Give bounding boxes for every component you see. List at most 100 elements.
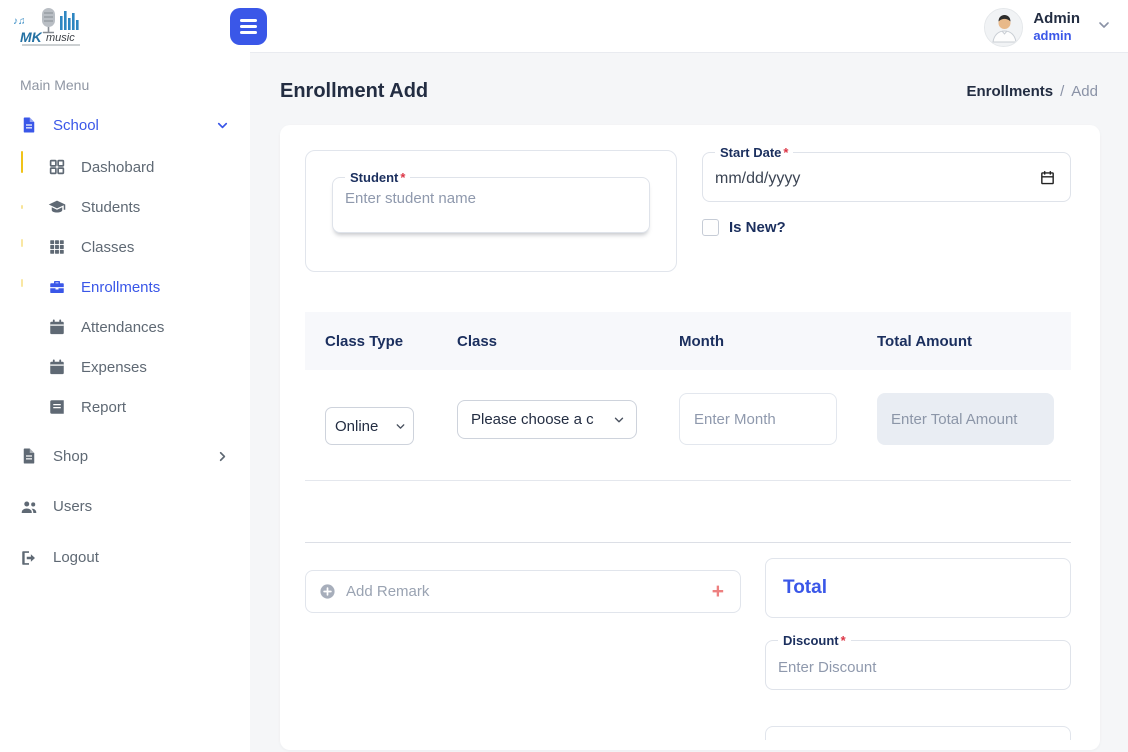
- grid-icon: [48, 158, 66, 176]
- sidebar-item-report[interactable]: Report: [0, 387, 250, 427]
- class-type-select[interactable]: Online: [325, 407, 414, 445]
- sidebar-toggle-button[interactable]: [230, 8, 267, 45]
- breadcrumb-parent[interactable]: Enrollments: [966, 83, 1054, 100]
- sidebar-item-label: Students: [81, 198, 141, 216]
- required-asterisk: *: [840, 633, 846, 648]
- table-row: Online Please choose a c: [305, 393, 1071, 447]
- calendar-icon: [48, 318, 66, 336]
- total-amount-field: [877, 393, 1054, 445]
- accent-mark: [21, 239, 23, 247]
- table-header-row: Class Type Class Month Total Amount: [305, 312, 1071, 370]
- chevron-down-icon: [1096, 17, 1112, 38]
- graduation-cap-icon: [48, 198, 66, 216]
- discount-field: Discount *: [765, 632, 1071, 690]
- total-amount-input: [891, 410, 1040, 428]
- circle-plus-icon: [319, 583, 336, 600]
- student-field: Student *: [332, 169, 650, 233]
- user-role: admin: [1033, 28, 1072, 44]
- book-icon: [48, 398, 66, 416]
- column-header-total-amount: Total Amount: [877, 332, 972, 350]
- sidebar-item-users[interactable]: Users: [0, 481, 250, 532]
- column-header-class: Class: [457, 332, 498, 350]
- sidebar: Main Menu School Dashobard Students Clas…: [0, 53, 250, 752]
- main-content: Enrollment Add Enrollments / Add Student…: [250, 53, 1128, 752]
- sidebar-item-label: Enrollments: [81, 278, 161, 296]
- required-asterisk: *: [783, 145, 789, 160]
- breadcrumb-separator: /: [1060, 83, 1065, 100]
- next-field-partial: [765, 726, 1071, 740]
- start-date-field[interactable]: Start Date * mm/dd/yyyy: [702, 144, 1071, 202]
- add-remark-plus-button[interactable]: +: [711, 580, 724, 603]
- class-select[interactable]: Please choose a c: [457, 400, 637, 439]
- accent-mark: [21, 205, 23, 209]
- topbar: ♪♫ MK music Admin: [0, 0, 1128, 53]
- breadcrumb-current: Add: [1071, 83, 1098, 100]
- sidebar-item-label: Report: [81, 398, 127, 416]
- add-remark-field[interactable]: Add Remark +: [305, 570, 741, 613]
- file-invoice-icon: [20, 447, 38, 465]
- is-new-option[interactable]: Is New?: [702, 219, 786, 236]
- chevron-down-icon: [612, 413, 626, 427]
- sidebar-item-label: Attendances: [81, 318, 165, 336]
- sidebar-item-attendances[interactable]: Attendances: [0, 307, 250, 347]
- column-header-class-type: Class Type: [325, 332, 404, 350]
- required-asterisk: *: [400, 170, 406, 185]
- accent-mark: [21, 151, 23, 173]
- sidebar-item-logout[interactable]: Logout: [0, 532, 250, 583]
- total-summary-box: Total: [765, 558, 1071, 618]
- sidebar-item-dashboard[interactable]: Dashobard: [0, 147, 250, 187]
- month-input[interactable]: [694, 410, 822, 428]
- breadcrumb: Enrollments / Add: [966, 83, 1098, 100]
- sidebar-item-label: Shop: [53, 447, 89, 465]
- user-name: Admin: [1033, 9, 1080, 27]
- is-new-checkbox[interactable]: [702, 219, 719, 236]
- start-date-value: mm/dd/yyyy: [715, 170, 801, 187]
- student-section: Student *: [305, 150, 677, 272]
- add-remark-placeholder: Add Remark: [346, 583, 430, 600]
- chevron-right-icon: [215, 449, 230, 464]
- discount-label: Discount *: [778, 632, 851, 649]
- svg-text:♪♫: ♪♫: [13, 16, 26, 27]
- music-logo-icon: ♪♫ MK music: [13, 8, 80, 46]
- sidebar-item-expenses[interactable]: Expenses: [0, 347, 250, 387]
- sidebar-item-label: Logout: [53, 549, 99, 566]
- sidebar-item-classes[interactable]: Classes: [0, 227, 250, 267]
- total-label: Total: [783, 577, 827, 598]
- enrollment-form-card: Student* Start Date* mm/dd/yyyy Is New? …: [280, 125, 1100, 750]
- logout-icon: [20, 549, 38, 567]
- users-icon: [20, 498, 38, 516]
- class-selected-value: Please choose a c: [471, 411, 594, 428]
- sidebar-section-label: Main Menu: [20, 77, 90, 93]
- accent-mark: [21, 279, 23, 287]
- sidebar-item-label: Expenses: [81, 358, 147, 376]
- chevron-down-icon: [215, 118, 230, 133]
- app-logo[interactable]: ♪♫ MK music: [12, 4, 92, 50]
- user-menu[interactable]: Admin admin: [984, 6, 1112, 48]
- file-invoice-icon: [20, 116, 38, 134]
- sidebar-item-label: Users: [53, 498, 93, 515]
- sidebar-item-school[interactable]: School: [0, 103, 250, 147]
- chevron-down-icon: [394, 420, 407, 433]
- sidebar-item-label: Dashobard: [81, 158, 155, 176]
- column-header-month: Month: [679, 332, 724, 350]
- row-divider: [305, 480, 1071, 481]
- sidebar-item-label: Classes: [81, 238, 135, 256]
- calendar-picker-icon[interactable]: [1039, 169, 1056, 186]
- start-date-label: Start Date *: [715, 144, 794, 161]
- table-bottom-divider: [305, 542, 1071, 543]
- briefcase-icon: [48, 278, 66, 296]
- grid-3x3-icon: [48, 238, 66, 256]
- logo-text-secondary: music: [46, 32, 75, 44]
- is-new-label: Is New?: [729, 219, 786, 236]
- class-type-selected-value: Online: [335, 417, 379, 435]
- sidebar-item-enrollments[interactable]: Enrollments: [0, 267, 250, 307]
- sidebar-item-students[interactable]: Students: [0, 187, 250, 227]
- month-field: [679, 393, 837, 445]
- discount-input[interactable]: [778, 654, 1058, 676]
- calendar-icon: [48, 358, 66, 376]
- sidebar-item-shop[interactable]: Shop: [0, 431, 250, 481]
- sidebar-item-label: School: [53, 116, 99, 134]
- page-title: Enrollment Add: [280, 80, 429, 102]
- avatar: [984, 7, 1024, 47]
- logo-text-primary: MK: [20, 29, 43, 45]
